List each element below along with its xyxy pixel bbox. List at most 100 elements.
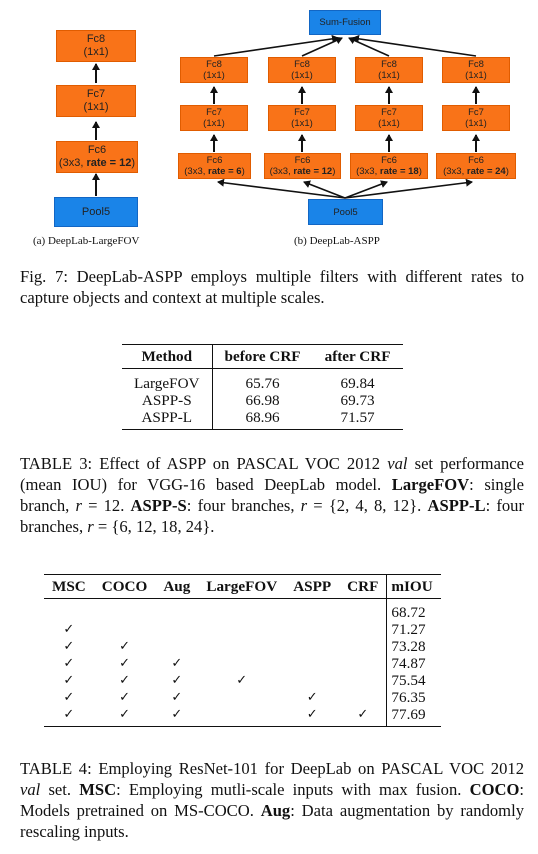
miou-cell: 75.54 [386, 672, 441, 689]
check-cell [94, 621, 156, 638]
check-cell [155, 599, 198, 622]
table-4: MSC COCO Aug LargeFOV ASPP CRF mIOU 68.7… [44, 574, 441, 727]
aspp-branch-3-fc8: Fc8 (1x1) [355, 57, 423, 83]
aspp-sum-fusion-block: Sum-Fusion [309, 10, 381, 35]
check-cell [198, 621, 285, 638]
table-3-caption: TABLE 3: Effect of ASPP on PASCAL VOC 20… [20, 454, 524, 536]
table-row: ASPP-S 66.98 69.73 [122, 392, 403, 409]
miou-cell: 73.28 [386, 638, 441, 655]
table-4-header-aspp: ASPP [293, 578, 332, 595]
figure-7-diagram: Fc8 (1x1) Fc7 (1x1) Fc6 (3x3, rate = 12)… [0, 0, 538, 256]
check-cell: ✓ [63, 707, 75, 722]
diagram-arrows [92, 34, 480, 199]
miou-cell: 77.69 [386, 706, 441, 727]
check-cell [285, 672, 339, 689]
table-row: ✓ 71.27 [44, 621, 441, 638]
miou-cell: 74.87 [386, 655, 441, 672]
table-3-header-after-crf: after CRF [324, 348, 391, 365]
check-cell: ✓ [119, 639, 130, 654]
aspp-branch-4-fc7: Fc7 (1x1) [442, 105, 510, 131]
check-cell: ✓ [119, 656, 130, 671]
aspp-branch-1-fc8: Fc8 (1x1) [180, 57, 248, 83]
table-cell: 69.73 [340, 392, 375, 409]
check-cell [198, 638, 285, 655]
aspp-fusion-arrows [213, 34, 477, 57]
largefov-subcaption: (a) DeepLab-LargeFOV [33, 235, 140, 247]
check-cell [339, 672, 387, 689]
table-4-caption: TABLE 4: Employing ResNet-101 for DeepLa… [20, 759, 524, 841]
check-cell [198, 599, 285, 622]
miou-cell: 76.35 [386, 689, 441, 706]
table-row: 68.72 [44, 598, 441, 622]
check-cell [198, 655, 285, 672]
check-cell [94, 599, 156, 622]
table-4-body: 68.72 ✓ 71.27 ✓ ✓ 73.28 ✓ ✓ ✓ 74.87 ✓ ✓ ✓ ✓ 75.54 ✓ ✓ ✓ ✓ 7… [44, 598, 441, 727]
aspp-pool5-block: Pool5 [308, 199, 383, 225]
aspp-branch-2-fc7: Fc7 (1x1) [268, 105, 336, 131]
table-cell: 65.76 [211, 368, 313, 392]
table-row: LargeFOV 65.76 69.84 [122, 368, 403, 392]
check-cell: ✓ [119, 707, 130, 722]
aspp-branch-4-fc8: Fc8 (1x1) [442, 57, 510, 83]
table-row: ✓ ✓ 73.28 [44, 638, 441, 655]
table-4-header-msc: MSC [52, 578, 86, 595]
aspp-pool-arrows [217, 178, 473, 199]
check-cell: ✓ [63, 656, 75, 671]
check-cell [339, 655, 387, 672]
table-row: ASPP-L 68.96 71.57 [122, 409, 403, 430]
table-cell: ASPP-L [141, 409, 193, 426]
table-row: ✓ ✓ ✓ ✓ ✓ 77.69 [44, 706, 441, 727]
check-cell: ✓ [306, 707, 318, 722]
check-cell [155, 638, 198, 655]
check-cell [285, 638, 339, 655]
check-cell [339, 638, 387, 655]
table-4-header-coco: COCO [101, 578, 148, 595]
check-cell: ✓ [171, 673, 183, 688]
check-cell: ✓ [171, 707, 183, 722]
check-cell [44, 599, 94, 622]
table-cell: 68.96 [211, 409, 313, 430]
check-cell [339, 621, 387, 638]
table-3-header-before-crf: before CRF [211, 344, 313, 369]
check-cell: ✓ [63, 639, 75, 654]
table-4-header-aug: Aug [163, 578, 191, 595]
table-3: Method before CRF after CRF LargeFOV 65.… [122, 344, 403, 430]
miou-cell: 68.72 [386, 598, 441, 621]
check-cell [285, 655, 339, 672]
check-cell: ✓ [171, 690, 183, 705]
table-4-header-crf: CRF [347, 578, 379, 595]
check-cell: ✓ [171, 656, 183, 671]
table-4-header-miou: mIOU [386, 574, 441, 599]
largefov-fc8-block: Fc8 (1x1) [56, 30, 136, 62]
check-cell [339, 689, 387, 706]
table-row: ✓ ✓ ✓ ✓ 75.54 [44, 672, 441, 689]
check-cell: ✓ [306, 690, 318, 705]
aspp-branch-3-fc7: Fc7 (1x1) [355, 105, 423, 131]
table-4-header-row: MSC COCO Aug LargeFOV ASPP CRF mIOU [44, 574, 441, 599]
largefov-fc6-block: Fc6 (3x3, rate = 12) [56, 141, 138, 173]
table-3-header-method: Method [141, 348, 193, 365]
miou-cell: 71.27 [386, 621, 441, 638]
table-cell: 69.84 [340, 375, 375, 392]
table-cell: 71.57 [340, 409, 375, 426]
aspp-branch-2-fc6: Fc6 (3x3, rate = 12) [264, 153, 341, 179]
table-4-header-largefov: LargeFOV [206, 578, 278, 595]
check-cell [198, 689, 285, 706]
check-cell: ✓ [357, 707, 369, 722]
check-cell: ✓ [63, 673, 75, 688]
table-cell: LargeFOV [134, 375, 200, 392]
aspp-branch-2-fc8: Fc8 (1x1) [268, 57, 336, 83]
figure-7-caption: Fig. 7: DeepLab-ASPP employs multiple fi… [20, 267, 524, 307]
aspp-branch-4-fc6: Fc6 (3x3, rate = 24) [436, 153, 516, 179]
check-cell [339, 599, 387, 622]
check-cell: ✓ [63, 622, 75, 637]
aspp-branch-3-fc6: Fc6 (3x3, rate = 18) [350, 153, 428, 179]
table-cell: 66.98 [211, 392, 313, 409]
table-3-header-row: Method before CRF after CRF [122, 344, 403, 369]
check-cell [198, 706, 285, 727]
table-row: ✓ ✓ ✓ 74.87 [44, 655, 441, 672]
check-cell [155, 621, 198, 638]
table-row: ✓ ✓ ✓ ✓ 76.35 [44, 689, 441, 706]
largefov-fc7-block: Fc7 (1x1) [56, 85, 136, 117]
largefov-pool5-block: Pool5 [54, 197, 138, 227]
